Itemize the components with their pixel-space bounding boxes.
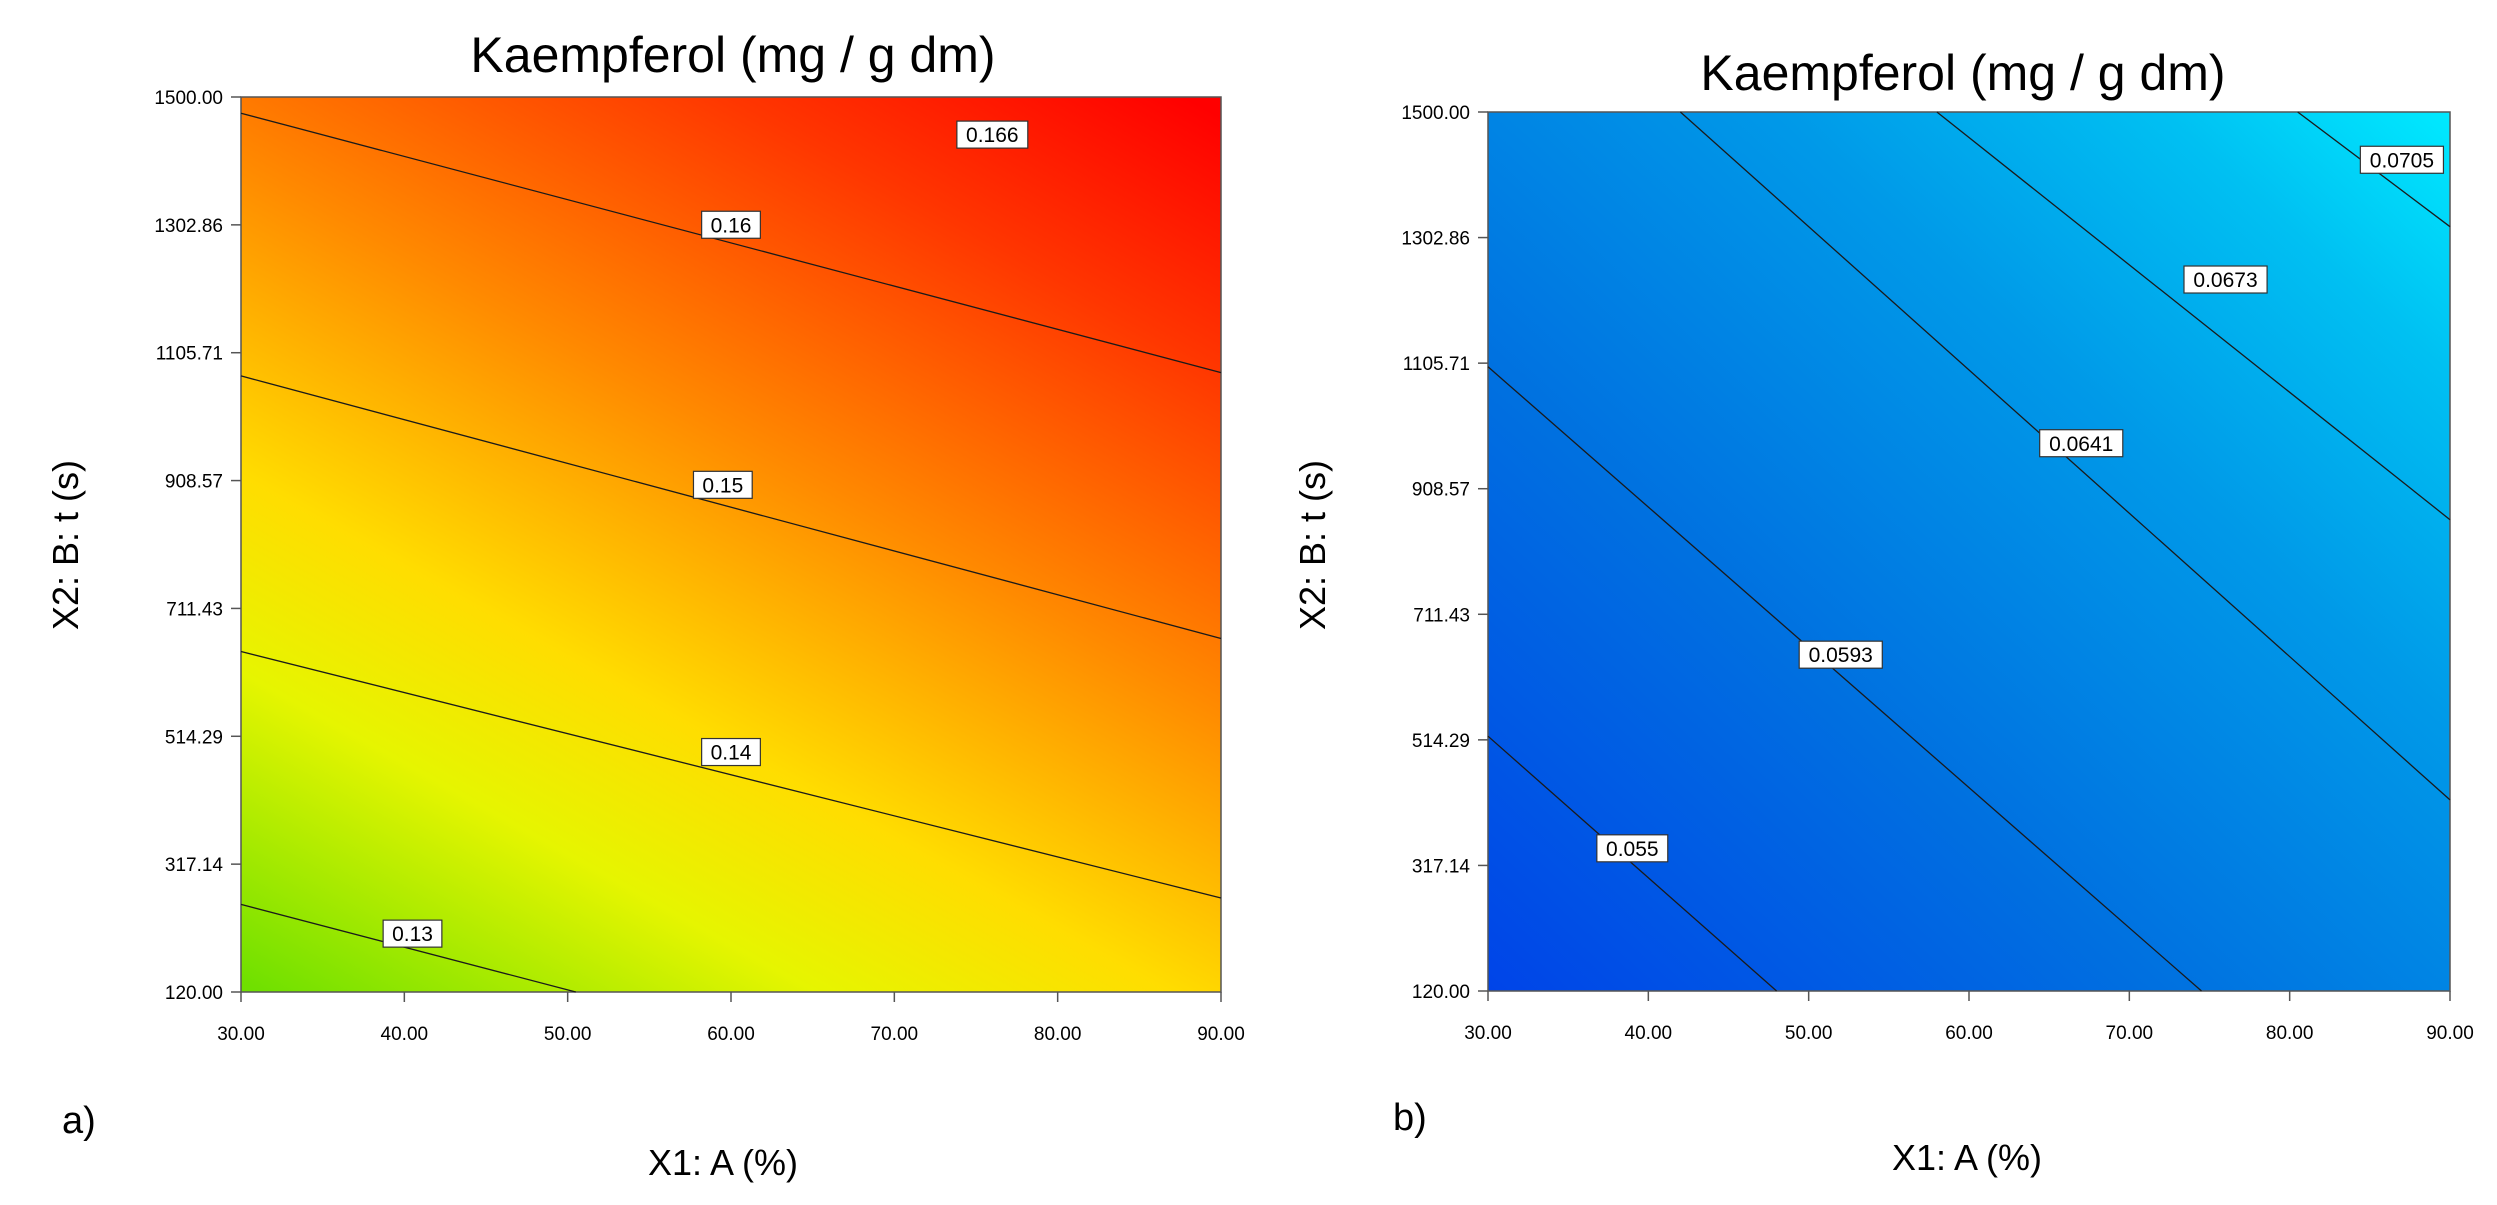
contour-label-box [2039,429,2124,458]
panel-b-y-tick-label: 1105.71 [1403,354,1470,375]
panel-a-label: a) [62,1100,96,1142]
contour-line [1487,366,2202,992]
panel-a-y-axis: 120.00 317.14 514.29 711.43 908.57 1105.71 130… [154,88,241,1004]
panel-b-y-axis: 120.00 317.14 514.29 711.43 908.57 1105.71 130… [1401,103,1488,1003]
panel-b-ylabel: X2: B: t (s) [1292,460,1333,630]
panel-a: Kaempferol (mg / g dm) [45,27,1245,1183]
contour-label: 0.0593 [1809,644,1873,667]
contour-line [240,650,1222,899]
panel-b-plot-area: 0.055 0.0593 0.0641 0.0673 0.0705 [1487,111,2451,992]
panel-b-x-tick-label: 90.00 [2426,1023,2474,1044]
panel-a-x-axis: 30.00 40.00 50.00 60.00 70.00 80.00 90.00 [217,992,1245,1045]
panel-a-y-tick-label: 120.00 [165,983,223,1004]
panel-a-ylabel: X2: B: t (s) [45,460,86,630]
panel-b-label: b) [1393,1097,1427,1139]
panel-b-y-tick-label: 514.29 [1412,731,1470,752]
panel-a-y-tick-label: 711.43 [166,599,223,620]
panel-a-title: Kaempferol (mg / g dm) [470,27,995,83]
panel-b-xlabel: X1: A (%) [1892,1137,2042,1178]
panel-b-x-tick-label: 50.00 [1785,1023,1833,1044]
contour-label: 0.15 [702,474,743,497]
panel-b-y-tick-label: 1500.00 [1401,103,1470,124]
panel-a-x-tick-label: 40.00 [381,1024,429,1045]
panel-a-y-tick-label: 1500.00 [154,88,223,109]
panel-b: Kaempferol (mg / g dm) 0.055 0.0593 0.0641… [1292,45,2474,1178]
contour-label: 0.14 [711,742,752,765]
contour-label-box [1596,834,1669,863]
panel-a-xlabel: X1: A (%) [648,1142,798,1183]
panel-a-contours: 0.13 0.14 0.15 0.16 0.166 [240,112,1222,993]
panel-b-x-tick-label: 30.00 [1464,1023,1512,1044]
panel-b-y-tick-label: 908.57 [1412,480,1470,501]
panel-a-x-tick-label: 50.00 [544,1024,592,1045]
panel-a-plot-area: 0.13 0.14 0.15 0.16 0.166 [240,96,1222,993]
contour-label: 0.055 [1606,838,1659,861]
contour-label-box [382,919,443,948]
contour-label-box [701,737,761,767]
panel-a-x-tick-label: 80.00 [1034,1024,1082,1045]
panel-a-x-tick-label: 30.00 [217,1024,265,1045]
contour-line [1487,735,1778,992]
panel-a-heatmap [241,97,1221,992]
contour-label: 0.166 [966,124,1019,147]
contour-label: 0.13 [392,923,433,946]
panel-b-x-axis: 30.00 40.00 50.00 60.00 70.00 80.00 90.00 [1464,991,2474,1044]
panel-a-x-tick-label: 60.00 [707,1024,755,1045]
contour-label: 0.0641 [2049,433,2113,456]
panel-b-y-tick-label: 120.00 [1412,982,1470,1003]
panel-b-title: Kaempferol (mg / g dm) [1700,45,2225,101]
contour-line [240,903,576,993]
contour-label: 0.0705 [2370,149,2434,172]
contour-label-box [1798,640,1883,669]
panel-a-y-tick-label: 908.57 [165,472,223,493]
contour-label-box [956,120,1029,149]
panel-b-y-tick-label: 1302.86 [1401,229,1470,250]
panel-a-y-tick-label: 514.29 [165,727,223,748]
panel-b-y-tick-label: 711.43 [1413,605,1470,626]
contour-line [240,375,1222,640]
contour-label-box [2183,265,2268,294]
contour-label-box [2359,145,2445,174]
panel-a-y-tick-label: 317.14 [165,855,224,876]
panel-b-x-tick-label: 70.00 [2106,1023,2154,1044]
panel-b-contours: 0.055 0.0593 0.0641 0.0673 0.0705 [1487,111,2451,992]
contour-line [240,112,1222,374]
contour-label-box [692,470,753,499]
contour-label: 0.0673 [2193,269,2257,292]
panel-b-y-tick-label: 317.14 [1412,856,1471,877]
contour-label-box [701,210,761,239]
panel-a-y-tick-label: 1302.86 [154,216,223,237]
panel-a-x-tick-label: 70.00 [871,1024,919,1045]
contour-label: 0.16 [711,214,752,237]
panel-b-x-tick-label: 60.00 [1945,1023,1993,1044]
panel-b-x-tick-label: 80.00 [2266,1023,2314,1044]
panel-a-x-tick-label: 90.00 [1197,1024,1245,1045]
panel-a-y-tick-label: 1105.71 [156,344,223,365]
panel-b-x-tick-label: 40.00 [1625,1023,1673,1044]
contour-line [1936,111,2451,521]
